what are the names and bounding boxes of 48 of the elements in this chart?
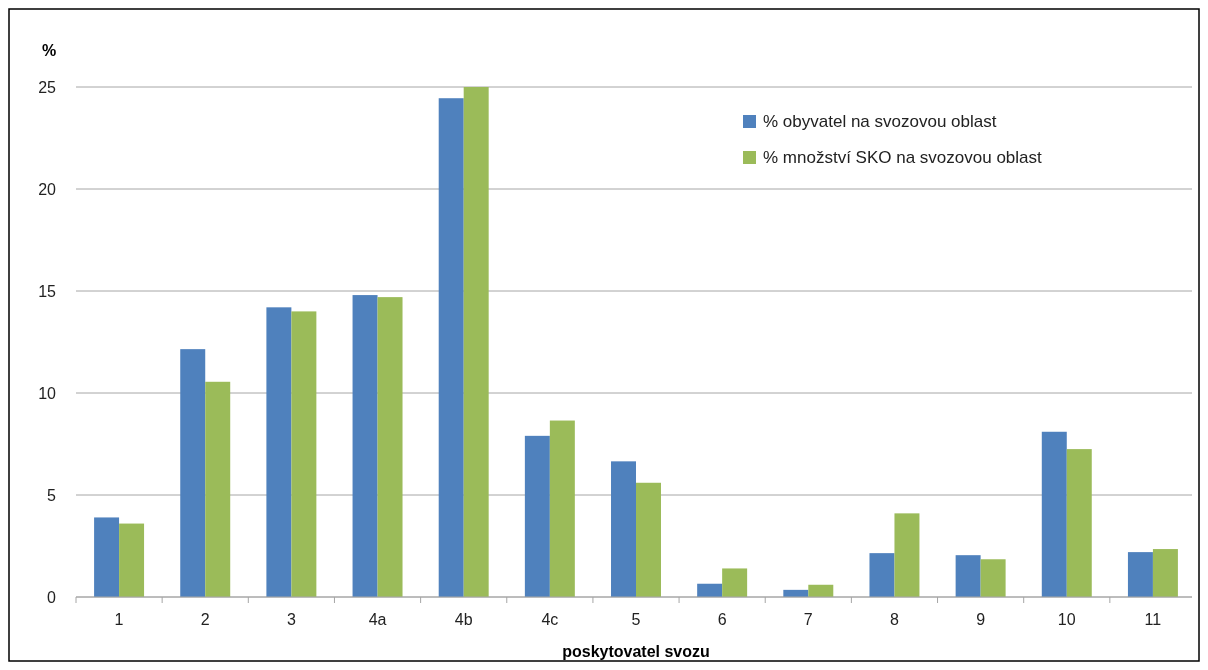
bar: [119, 523, 145, 597]
bar: [266, 307, 292, 597]
bar: [1066, 449, 1092, 597]
x-tick-label: 4c: [541, 611, 559, 628]
legend-label: % množství SKO na svozovou oblast: [763, 148, 1043, 167]
bar: [180, 349, 206, 597]
bar: [980, 559, 1006, 597]
bar: [869, 553, 895, 597]
bar: [955, 555, 981, 597]
bar: [94, 517, 120, 597]
x-tick-label: 3: [286, 611, 296, 628]
x-axis-title: poskytovatel svozu: [562, 643, 710, 660]
x-tick-label: 1: [114, 611, 124, 628]
y-tick-label: 10: [38, 384, 57, 402]
y-tick-label: 25: [38, 78, 57, 96]
x-tick-label: 8: [890, 611, 900, 628]
x-tick-label: 4b: [454, 611, 473, 628]
bar: [524, 435, 550, 597]
y-tick-label: 0: [47, 588, 57, 606]
bar: [894, 513, 920, 597]
bar: [611, 461, 636, 597]
bar: [808, 584, 834, 597]
bar: [549, 420, 575, 597]
bar: [1127, 552, 1153, 597]
x-tick-label: 7: [803, 611, 813, 628]
legend-label: % obyvatel na svozovou oblast: [763, 112, 997, 131]
x-tick-label: 5: [631, 611, 641, 628]
bar: [291, 311, 317, 597]
bar: [438, 98, 464, 597]
x-tick-label: 10: [1057, 611, 1076, 628]
bar: [1152, 549, 1178, 597]
x-tick-label: 9: [976, 611, 986, 628]
bar: [377, 297, 403, 597]
y-axis-title: %: [42, 42, 57, 59]
x-tick-label: 4a: [368, 611, 387, 628]
bar: [205, 381, 231, 597]
x-tick-label: 6: [717, 611, 727, 628]
x-tick-label: 11: [1144, 611, 1162, 628]
bar: [722, 568, 748, 597]
y-tick-label: 5: [47, 486, 57, 504]
y-tick-label: 15: [38, 282, 57, 300]
bar: [636, 482, 661, 597]
x-tick-label: 2: [200, 611, 210, 628]
y-tick-label: 20: [38, 180, 57, 198]
bar: [1041, 431, 1067, 597]
bar: [352, 295, 378, 597]
bar: [697, 583, 723, 597]
bar: [463, 87, 489, 597]
